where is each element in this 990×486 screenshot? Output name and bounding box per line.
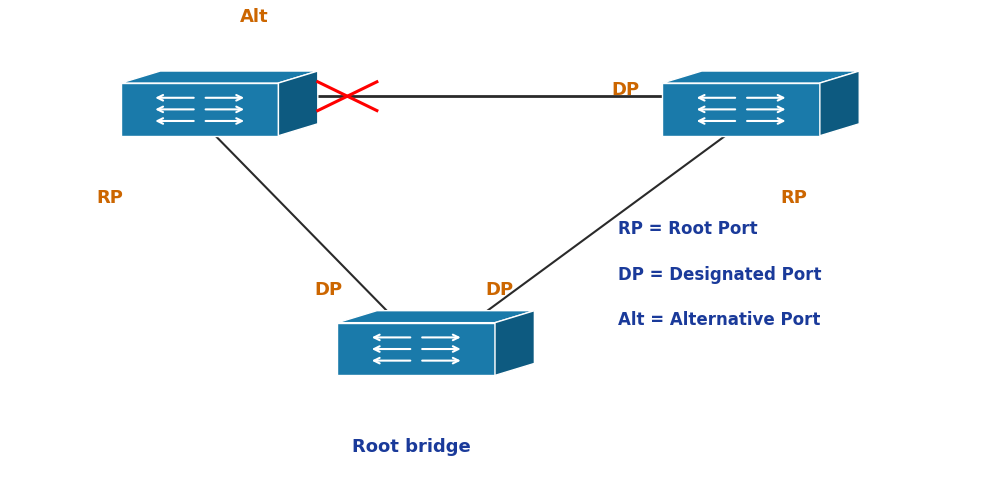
Polygon shape: [495, 311, 535, 375]
Polygon shape: [820, 71, 859, 136]
Text: Alt = Alternative Port: Alt = Alternative Port: [618, 311, 821, 330]
Text: RP: RP: [780, 189, 808, 207]
Polygon shape: [338, 311, 535, 323]
Text: RP = Root Port: RP = Root Port: [618, 220, 757, 238]
Polygon shape: [662, 83, 820, 136]
Polygon shape: [662, 71, 859, 83]
Text: DP: DP: [485, 281, 513, 299]
Polygon shape: [121, 83, 278, 136]
Text: DP: DP: [314, 281, 343, 299]
Polygon shape: [278, 71, 318, 136]
Text: RP: RP: [96, 189, 123, 207]
Text: Alt: Alt: [240, 7, 268, 25]
Text: Root bridge: Root bridge: [352, 438, 470, 456]
Text: DP: DP: [611, 81, 640, 99]
Polygon shape: [121, 71, 318, 83]
Text: DP = Designated Port: DP = Designated Port: [618, 266, 822, 284]
Polygon shape: [338, 323, 495, 375]
